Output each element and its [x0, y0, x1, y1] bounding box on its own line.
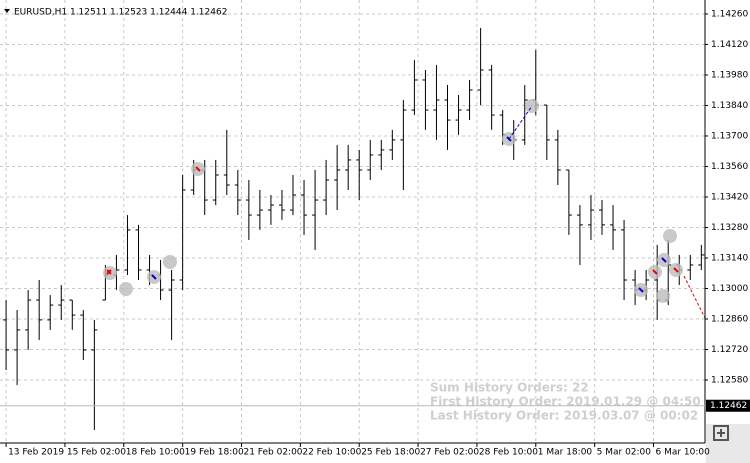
x-tick-label: 22 Feb 10:00	[302, 448, 361, 458]
x-tick-label: 13 Feb 2019	[8, 448, 64, 458]
y-tick-label: 1.12860	[711, 315, 748, 325]
y-tick-label: 1.13700	[711, 131, 748, 141]
x-tick-label: 15 Feb 02:00	[67, 448, 126, 458]
y-tick-label: 1.13280	[711, 223, 748, 233]
y-tick-label: 1.12580	[711, 376, 748, 386]
menu-arrow[interactable]	[4, 9, 10, 13]
x-tick-label: 6 Mar 10:00	[655, 448, 710, 458]
y-tick-label: 1.14260	[711, 9, 748, 19]
y-tick-label: 1.13000	[711, 284, 748, 294]
trade-markers	[103, 99, 706, 319]
x-tick-label: 21 Feb 02:00	[243, 448, 302, 458]
x-tick-label: 27 Feb 02:00	[420, 448, 479, 458]
chart-title: EURUSD,H1 1.12511 1.12523 1.12444 1.1246…	[14, 8, 227, 18]
y-tick-label: 1.12720	[711, 345, 748, 355]
y-tick-label: 1.13560	[711, 162, 748, 172]
x-tick-label: 25 Feb 18:00	[361, 448, 420, 458]
bars	[3, 27, 705, 430]
x-tick-label: 18 Feb 10:00	[126, 448, 185, 458]
y-tick-label: 1.13140	[711, 253, 748, 263]
zoom-icon[interactable]	[706, 424, 750, 463]
current-price-box	[706, 399, 750, 412]
y-tick-label: 1.13840	[711, 101, 748, 111]
annotation: Last History Order: 2019.03.07 @ 00:02	[430, 409, 698, 423]
y-tick-label: 1.13420	[711, 192, 748, 202]
x-tick-label: 5 Mar 02:00	[597, 448, 652, 458]
y-tick-label: 1.14120	[711, 40, 748, 50]
y-tick-label: 1.13980	[711, 70, 748, 80]
annotation: Sum History Orders: 22	[430, 381, 589, 395]
x-tick-label: 28 Feb 10:00	[479, 448, 538, 458]
current-price-label: 1.12462	[710, 401, 747, 411]
x-tick-label: 19 Feb 18:00	[185, 448, 244, 458]
x-tick-label: 1 Mar 18:00	[538, 448, 593, 458]
annotation: First History Order: 2019.01.29 @ 04:50	[430, 395, 701, 409]
